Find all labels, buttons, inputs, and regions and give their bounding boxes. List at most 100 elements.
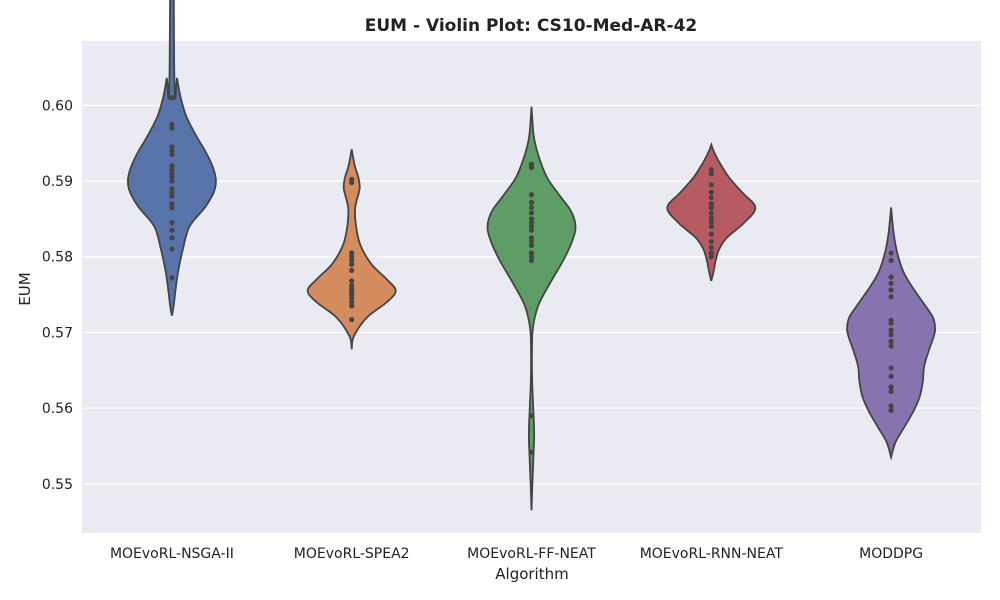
y-tick-label: 0.56 — [42, 401, 73, 417]
y-tick-label: 0.60 — [42, 98, 73, 114]
data-point — [708, 214, 714, 220]
x-tick-label: MOEvoRL-RNN-NEAT — [640, 546, 784, 562]
data-point — [349, 316, 355, 323]
data-point — [708, 167, 714, 173]
data-point — [349, 278, 355, 284]
x-tick-label: MODDPG — [859, 546, 923, 562]
data-point — [349, 254, 355, 260]
data-point — [169, 186, 175, 192]
data-point — [888, 320, 894, 326]
data-point — [888, 327, 894, 333]
data-point — [349, 267, 355, 273]
violin-moevorl-nsga-ii — [126, 0, 217, 316]
data-point — [708, 195, 714, 201]
data-point — [888, 250, 894, 256]
data-point — [708, 223, 714, 230]
data-point — [169, 174, 175, 180]
y-tick-label: 0.58 — [42, 250, 73, 266]
x-tick-labels: MOEvoRL-NSGA-II MOEvoRL-SPEA2 MOEvoRL-FF-N… — [110, 546, 923, 562]
data-point — [169, 189, 175, 195]
x-tick-label: MOEvoRL-FF-NEAT — [467, 546, 596, 562]
data-point — [169, 148, 175, 154]
y-tick-label: 0.57 — [42, 325, 73, 341]
data-point — [349, 303, 355, 309]
data-point — [708, 189, 714, 195]
data-point — [708, 219, 714, 225]
data-point — [528, 254, 535, 260]
data-point — [528, 204, 535, 211]
data-point — [888, 332, 894, 338]
data-point — [528, 257, 535, 264]
data-point — [528, 449, 535, 455]
data-point — [169, 125, 175, 131]
y-axis-label: EUM — [16, 272, 34, 305]
data-point — [888, 274, 894, 280]
data-point — [169, 170, 175, 177]
data-point — [708, 231, 714, 237]
data-point — [528, 216, 535, 222]
data-point — [708, 201, 714, 207]
data-point — [169, 235, 175, 241]
data-point — [888, 403, 894, 409]
data-point — [169, 151, 175, 158]
data-point — [169, 178, 175, 184]
data-point — [528, 210, 535, 216]
data-point — [528, 235, 535, 241]
data-point — [888, 257, 894, 264]
data-point — [528, 192, 535, 198]
data-point — [888, 294, 894, 300]
data-point — [888, 365, 894, 371]
data-point — [708, 238, 714, 245]
data-point — [169, 167, 175, 173]
data-point — [349, 295, 355, 301]
data-point — [528, 199, 535, 205]
data-point — [528, 242, 535, 248]
data-point — [169, 220, 175, 226]
data-point — [169, 204, 175, 211]
y-tick-label: 0.59 — [42, 174, 73, 190]
x-tick-label: MOEvoRL-NSGA-II — [110, 546, 234, 562]
data-point — [528, 250, 535, 256]
y-tick-labels: 0.55 0.56 0.57 0.58 0.59 0.60 — [42, 98, 73, 492]
violin-moevorl-ff-neat — [486, 106, 577, 511]
data-point — [169, 227, 175, 233]
data-point — [349, 291, 355, 298]
data-point — [169, 201, 175, 207]
data-point — [708, 204, 714, 211]
data-point — [528, 227, 535, 233]
data-point — [169, 193, 175, 199]
data-point — [169, 275, 175, 281]
data-point — [888, 373, 894, 379]
data-point — [528, 238, 535, 245]
chart-title: EUM - Violin Plot: CS10-Med-AR-42 — [365, 16, 697, 36]
data-point — [888, 384, 894, 390]
data-point — [888, 287, 894, 293]
data-point — [528, 220, 535, 226]
data-point — [349, 179, 355, 186]
data-point — [349, 250, 355, 256]
data-point — [528, 223, 535, 230]
data-point — [169, 163, 175, 169]
data-point — [708, 254, 714, 260]
data-point — [708, 250, 714, 256]
data-point — [349, 299, 355, 305]
data-point — [169, 95, 175, 101]
data-point — [888, 407, 894, 413]
data-point — [708, 182, 714, 188]
data-point — [708, 170, 714, 177]
data-point — [708, 245, 714, 251]
data-point — [169, 121, 175, 127]
data-point — [169, 246, 175, 252]
data-point — [349, 257, 355, 264]
data-points — [169, 95, 894, 455]
data-point — [528, 164, 535, 171]
data-point — [708, 210, 714, 216]
data-point — [888, 388, 894, 395]
data-point — [349, 261, 355, 267]
data-point — [888, 338, 894, 345]
violin-moevorl-spea2 — [306, 149, 397, 350]
data-point — [888, 343, 894, 349]
x-axis-label: Algorithm — [495, 565, 568, 583]
data-point — [528, 413, 535, 419]
